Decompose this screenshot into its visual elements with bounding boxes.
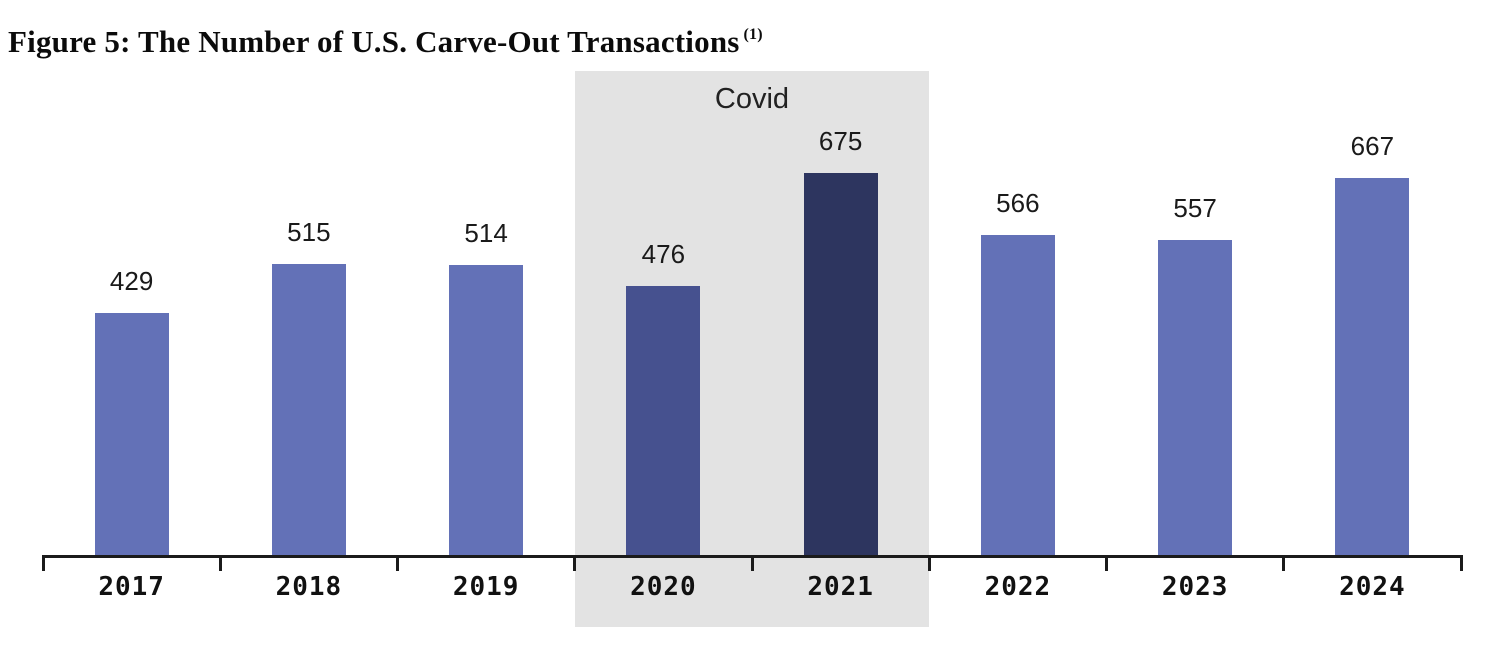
bar-value-label-2018: 515 xyxy=(287,217,331,247)
x-axis-tick xyxy=(218,555,222,571)
bar-2019 xyxy=(449,265,524,557)
x-axis-label-2020: 2020 xyxy=(630,572,697,602)
title-footnote-ref: (1) xyxy=(743,26,763,43)
x-axis-tick xyxy=(1282,555,1286,571)
x-axis-label-2024: 2024 xyxy=(1339,572,1406,602)
bar-value-label-2022: 566 xyxy=(996,188,1040,218)
x-axis-label-2021: 2021 xyxy=(807,572,874,602)
bar-value-label-2019: 514 xyxy=(464,218,508,248)
bar-value-label-2017: 429 xyxy=(109,266,154,296)
x-axis-tick xyxy=(41,555,45,571)
figure-title-text: Figure 5: The Number of U.S. Carve-Out T… xyxy=(8,24,740,59)
figure-title: Figure 5: The Number of U.S. Carve-Out T… xyxy=(8,24,763,60)
bar-2021 xyxy=(803,173,878,557)
x-axis-label-2023: 2023 xyxy=(1161,572,1229,602)
bar-2017 xyxy=(94,313,169,557)
bar-2018 xyxy=(271,264,346,557)
bar-value-label-2024: 667 xyxy=(1350,131,1395,161)
x-axis-tick xyxy=(573,555,577,571)
bar-value-label-2021: 675 xyxy=(818,126,863,156)
bar-2023 xyxy=(1158,240,1233,557)
x-axis-tick xyxy=(1459,555,1463,571)
x-axis-label-2019: 2019 xyxy=(452,572,520,602)
bar-2024 xyxy=(1335,178,1410,557)
x-axis-label-2022: 2022 xyxy=(984,572,1052,602)
x-axis-label-2017: 2017 xyxy=(98,572,165,602)
x-axis-tick xyxy=(927,555,931,571)
bar-2020 xyxy=(626,286,701,557)
bar-value-label-2023: 557 xyxy=(1173,193,1217,223)
covid-annotation-label: Covid xyxy=(714,83,790,115)
bar-2022 xyxy=(980,235,1055,557)
x-axis-label-2018: 2018 xyxy=(275,572,343,602)
x-axis-tick xyxy=(1105,555,1108,571)
x-axis-tick xyxy=(396,555,399,571)
bar-value-label-2020: 476 xyxy=(641,239,686,269)
x-axis-tick xyxy=(750,555,754,571)
